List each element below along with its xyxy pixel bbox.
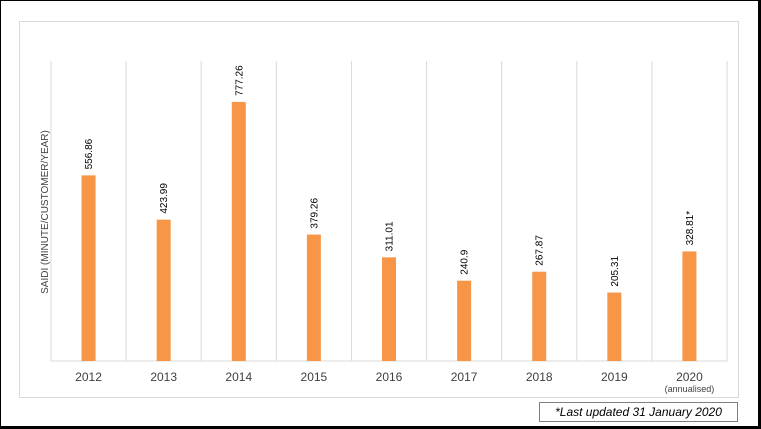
x-tick-2020: 2020 (676, 370, 703, 384)
bar-2012 (81, 175, 96, 361)
bar-2014 (231, 101, 246, 361)
bar-2018 (532, 271, 547, 361)
bars (81, 101, 697, 361)
bar-2013 (156, 219, 171, 361)
x-tick-2012: 2012 (75, 370, 102, 384)
bar-2015 (306, 234, 321, 361)
data-label-2020: 328.81* (685, 211, 696, 246)
x-tick-2013: 2013 (150, 370, 177, 384)
data-label-2017: 240.9 (460, 249, 471, 274)
data-label-2012: 556.86 (84, 138, 95, 169)
y-axis-title: SAIDI (MINUTE/CUSTOMER/YEAR) (40, 130, 51, 294)
bar-2017 (457, 280, 472, 361)
x-tick-2015: 2015 (301, 370, 328, 384)
x-tick-2017: 2017 (451, 370, 478, 384)
last-updated-note: *Last updated 31 January 2020 (539, 402, 738, 422)
x-tick-2014: 2014 (225, 370, 252, 384)
bar-2016 (382, 257, 396, 361)
data-label-2014: 777.26 (234, 65, 245, 96)
data-label-2013: 423.99 (159, 183, 170, 214)
gridlines (50, 61, 728, 361)
x-tick-2018: 2018 (526, 370, 553, 384)
x-tick-2019: 2019 (601, 370, 628, 384)
data-label-2018: 267.87 (535, 235, 546, 266)
bar-2020 (682, 251, 697, 361)
data-labels: 556.86 423.99 777.26 379.26 311.01 240.9 267.8… (84, 65, 696, 287)
x-tick-labels: 2012 2013 2014 2015 2016 2017 2018 2019 2020(ann… (75, 370, 714, 394)
x-tick-2016: 2016 (376, 370, 403, 384)
data-label-2019: 205.31 (610, 256, 621, 287)
data-label-2016: 311.01 (385, 221, 396, 251)
last-updated-text: *Last updated 31 January 2020 (555, 405, 722, 419)
x-tick-sublabel-2020: (annualised) (665, 384, 715, 394)
bar-2019 (607, 292, 622, 361)
data-label-2015: 379.26 (309, 198, 320, 229)
